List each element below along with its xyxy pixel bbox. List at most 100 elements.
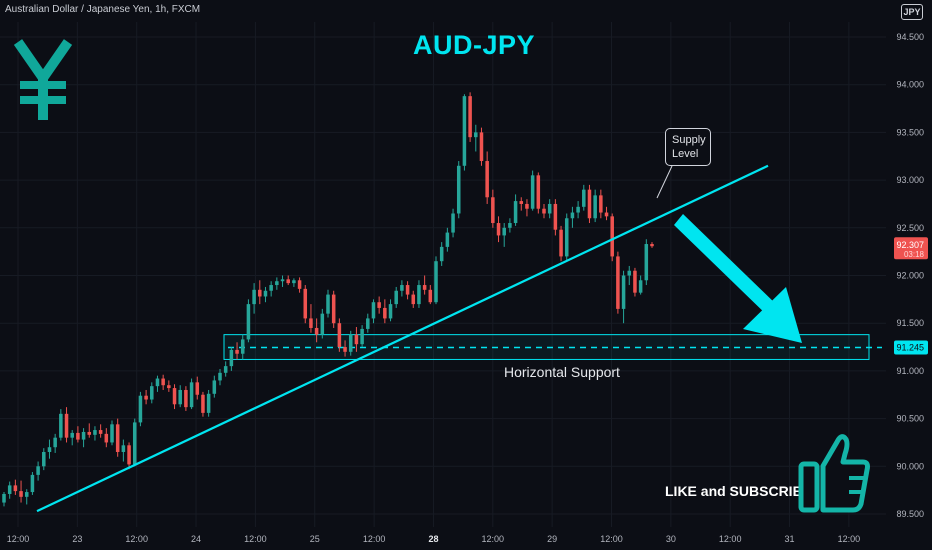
support-label: Horizontal Support [504,364,620,380]
chart-grid [0,22,886,527]
candle-body [87,431,92,435]
currency-badge[interactable]: JPY [901,4,923,20]
candle-body [144,395,148,400]
last-price-badge [894,237,928,260]
candle-body [536,175,541,209]
price-axis[interactable]: 94.500 94.000 93.500 93.000 92.500 92.000 91.5… [894,32,928,519]
yen-icon [13,39,73,120]
time-tick-label: 28 [428,534,438,544]
candle-body [132,422,137,465]
candle-body [434,261,438,303]
price-tick-label: 92.500 [896,223,924,233]
candle-body [93,430,97,435]
price-tick-label: 92.000 [896,271,924,281]
candle-body [286,279,290,284]
candle-body [229,349,234,367]
candle-body [246,304,251,340]
candle-body [252,289,256,305]
candle-body [468,96,472,138]
thumbs-up-icon [798,434,870,513]
candle-body [30,474,35,493]
candle-body [576,206,580,213]
candle-body [42,451,46,467]
candle-body [377,302,381,308]
candle-body [76,432,80,440]
candle-body [13,485,18,492]
candle-body [559,229,563,257]
callout-line-1: Supply [672,134,706,146]
time-axis[interactable]: 12:00 23 12:00 24 12:00 25 12:00 28 12:00 29 12:00… [7,534,860,544]
candle-body [167,385,171,389]
candle-body [47,447,52,452]
candle-body [525,203,529,209]
price-tick-label: 90.000 [896,461,924,471]
candle-series [2,92,654,507]
candle-body [479,132,484,162]
candle-body [326,294,330,314]
trendline [36,164,769,513]
candle-body [343,347,347,352]
candle-body [178,389,182,405]
candle-body [564,218,569,257]
candle-body [650,244,654,247]
time-tick-label: 12:00 [244,534,267,544]
time-tick-label: 30 [666,534,676,544]
candle-body [411,294,416,305]
time-tick-label: 12:00 [838,534,861,544]
candle-body [280,279,285,282]
candle-body [417,285,421,305]
symbol-label[interactable]: Australian Dollar / Japanese Yen, 1h, FX… [5,4,201,15]
candle-body [604,212,609,217]
candle-body [64,413,69,438]
candle-body [491,197,495,224]
candle-body [371,302,376,319]
candle-body [263,290,268,297]
callout-line-2: Level [672,148,699,160]
candle-body [195,382,200,395]
candle-body [269,285,273,291]
down-arrow-shaft [674,214,780,318]
candle-body [582,189,586,207]
price-tick-label: 94.500 [896,32,924,42]
candle-body [309,318,313,328]
candle-body [394,290,398,305]
chart-title: AUD-JPY [413,30,536,60]
down-arrow-head [743,287,802,343]
price-tick-label: 93.500 [896,127,924,137]
candle-body [502,227,506,236]
candle-body [2,493,6,503]
candle-body [138,395,143,423]
candle-body [235,349,239,354]
candle-body [59,413,63,438]
candle-body [121,445,126,452]
candle-body [366,318,370,329]
price-tick-label: 89.500 [896,509,924,519]
candle-body [474,132,478,138]
countdown-label: 03:18 [904,250,925,259]
candle-body [218,372,222,381]
support-price-label: 91.245 [896,343,924,353]
candle-body [428,289,433,303]
candle-body [644,244,649,281]
time-tick-label: 12:00 [600,534,623,544]
time-tick-label: 12:00 [125,534,148,544]
candle-body [115,424,120,452]
candle-body [405,285,410,295]
candle-body [553,203,558,230]
candle-body [331,294,336,324]
candle-body [451,213,455,233]
candle-body [542,208,546,214]
candle-body [275,281,279,286]
candle-body [189,382,194,408]
price-tick-label: 90.500 [896,414,924,424]
candle-body [24,492,29,497]
candle-body [155,378,160,387]
candle-body [519,201,524,204]
candle-body [36,466,40,475]
candle-body [127,445,131,465]
candle-body [445,232,450,247]
candle-body [7,485,12,494]
candle-body [292,280,296,284]
